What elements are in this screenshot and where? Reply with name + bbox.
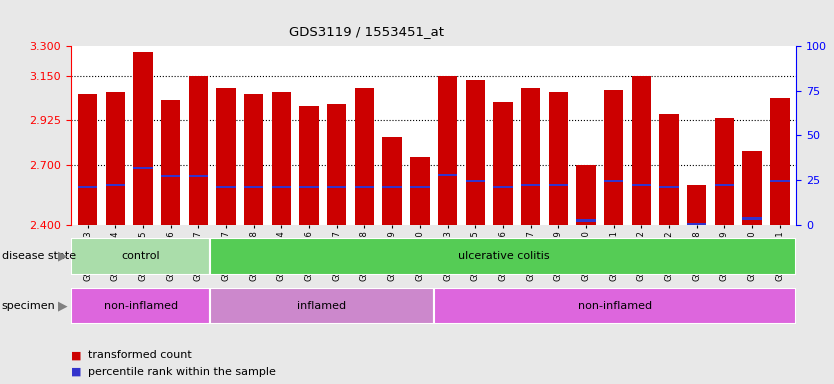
Bar: [210, 288, 434, 324]
Bar: [71, 288, 210, 324]
Bar: [770, 180, 790, 182]
Text: non-inflamed: non-inflamed: [578, 301, 652, 311]
Bar: [604, 90, 623, 225]
Bar: [383, 137, 402, 225]
Text: ulcerative colitis: ulcerative colitis: [458, 251, 550, 262]
Bar: [106, 92, 125, 225]
Bar: [78, 185, 98, 188]
Bar: [71, 238, 210, 275]
Text: GDS3119 / 1553451_at: GDS3119 / 1553451_at: [289, 25, 445, 38]
Bar: [631, 76, 651, 225]
Bar: [549, 92, 568, 225]
Text: percentile rank within the sample: percentile rank within the sample: [88, 367, 275, 377]
Bar: [434, 288, 796, 324]
Bar: [576, 219, 595, 222]
Bar: [383, 185, 402, 188]
Bar: [410, 185, 430, 188]
Text: non-inflamed: non-inflamed: [103, 301, 178, 311]
Bar: [133, 167, 153, 169]
Bar: [188, 76, 208, 225]
Bar: [687, 185, 706, 225]
Bar: [576, 165, 595, 225]
Bar: [521, 88, 540, 225]
Bar: [327, 185, 346, 188]
Bar: [272, 92, 291, 225]
Bar: [742, 217, 761, 220]
Bar: [715, 184, 734, 186]
Bar: [742, 151, 761, 225]
Bar: [438, 76, 457, 225]
Text: transformed count: transformed count: [88, 350, 191, 360]
Text: ▶: ▶: [58, 250, 68, 263]
Bar: [604, 180, 623, 182]
Bar: [660, 185, 679, 188]
Bar: [299, 185, 319, 188]
Text: ▶: ▶: [58, 300, 68, 313]
Text: inflamed: inflamed: [298, 301, 347, 311]
Text: ■: ■: [71, 350, 82, 360]
Bar: [272, 185, 291, 188]
Text: disease state: disease state: [2, 251, 76, 262]
Bar: [216, 88, 236, 225]
Text: ■: ■: [71, 367, 82, 377]
Bar: [354, 185, 374, 188]
Bar: [106, 184, 125, 186]
Bar: [770, 98, 790, 225]
Text: control: control: [121, 251, 160, 262]
Bar: [631, 184, 651, 186]
Bar: [133, 52, 153, 225]
Bar: [493, 185, 513, 188]
Bar: [354, 88, 374, 225]
Bar: [244, 185, 264, 188]
Text: specimen: specimen: [2, 301, 55, 311]
Bar: [327, 104, 346, 225]
Bar: [493, 102, 513, 225]
Bar: [244, 94, 264, 225]
Bar: [188, 175, 208, 177]
Bar: [78, 94, 98, 225]
Bar: [410, 157, 430, 225]
Bar: [299, 106, 319, 225]
Bar: [687, 223, 706, 226]
Bar: [438, 174, 457, 176]
Bar: [161, 175, 180, 177]
Bar: [660, 114, 679, 225]
Bar: [465, 180, 485, 182]
Bar: [465, 80, 485, 225]
Bar: [216, 185, 236, 188]
Bar: [521, 184, 540, 186]
Bar: [715, 118, 734, 225]
Bar: [210, 238, 796, 275]
Bar: [161, 100, 180, 225]
Bar: [549, 184, 568, 186]
